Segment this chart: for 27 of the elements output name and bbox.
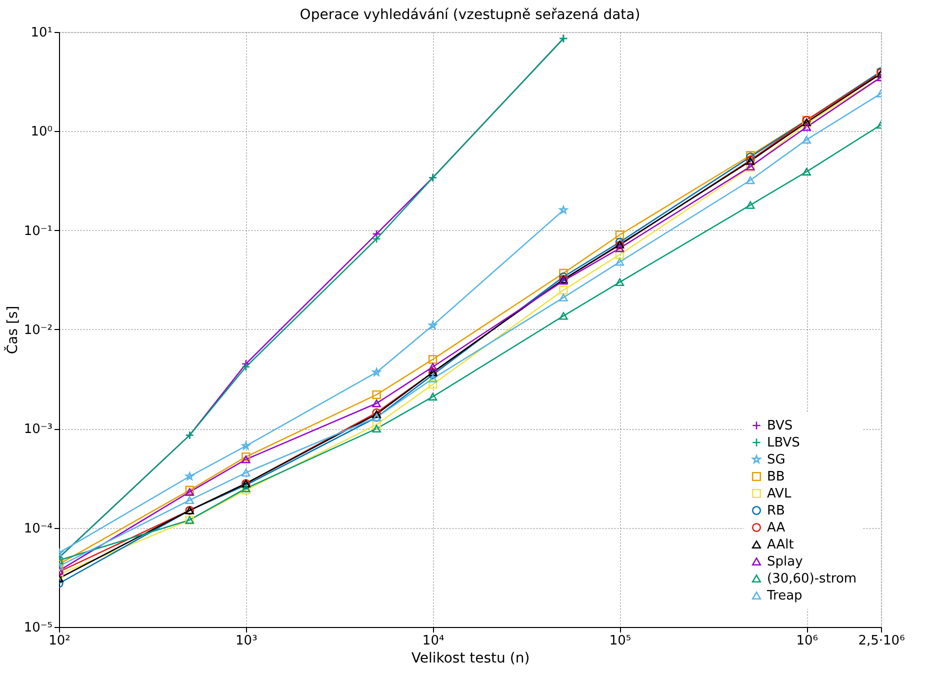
y-axis-title: Čas [s] (4, 306, 21, 354)
x-tick-label: 10² (48, 634, 70, 648)
chart-title: Operace vyhledávání (vzestupně seřazená data) (300, 7, 640, 23)
legend-label: LBVS (767, 436, 800, 450)
legend-label: BVS (767, 418, 793, 434)
y-tick-label: 10⁻² (24, 323, 52, 338)
x-tick-label: 10⁶ (796, 634, 818, 648)
y-tick-label: 10⁻¹ (24, 224, 52, 239)
legend-label: Splay (767, 554, 804, 570)
y-tick-label: 10⁰ (30, 124, 52, 140)
legend-label: SG (767, 452, 786, 468)
y-tick-label: 10⁻⁴ (24, 521, 52, 536)
x-tick-label: 10⁴ (422, 634, 444, 648)
x-axis-title: Velikost testu (n) (411, 650, 530, 666)
legend-label: AAlt (767, 538, 794, 552)
y-tick-label: 10⁻³ (24, 422, 52, 438)
legend-label: (30,60)-strom (767, 572, 857, 586)
y-tick-label: 10¹ (30, 26, 52, 40)
y-tick-label: 10⁻⁵ (24, 620, 52, 636)
legend-label: RB (767, 504, 785, 518)
x-tick-label: 2,5·10⁶ (858, 634, 905, 648)
legend-label: BB (767, 470, 785, 484)
x-tick-label: 10³ (236, 634, 258, 648)
legend-label: AVL (767, 486, 792, 502)
legend-label: AA (767, 520, 786, 536)
legend-label: Treap (766, 588, 802, 604)
x-tick-label: 10⁵ (609, 634, 632, 648)
